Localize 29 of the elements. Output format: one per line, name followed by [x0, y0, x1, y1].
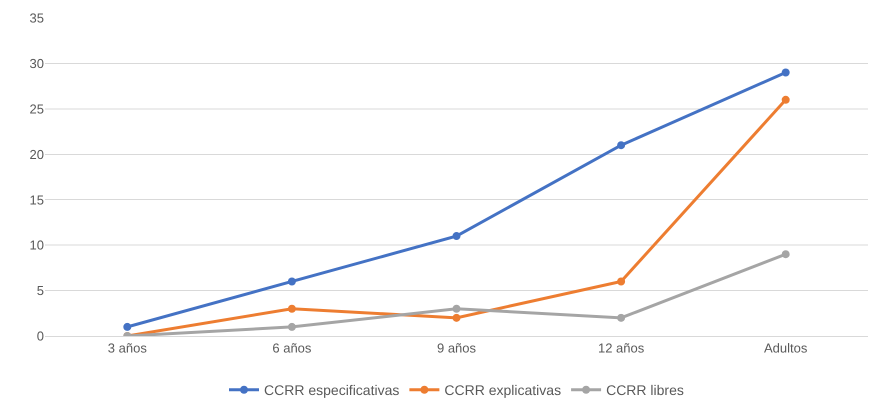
point: [617, 314, 626, 322]
point: [288, 277, 296, 286]
y-tick-label: 15: [30, 192, 44, 208]
point: [452, 314, 460, 322]
y-tick-label: 20: [30, 146, 44, 162]
x-tick-label: Adultos: [764, 340, 808, 356]
y-tick-label: 30: [30, 56, 44, 71]
x-tick-label: 6 años: [272, 340, 312, 356]
x-tick-label: 9 años: [436, 340, 477, 356]
point: [782, 68, 790, 77]
point: [617, 141, 626, 150]
point: [452, 232, 460, 240]
legend-label: CCRR especificativas: [264, 382, 400, 398]
point: [782, 96, 790, 104]
point: [288, 322, 296, 331]
point: [452, 304, 460, 313]
y-tick-label: 35: [30, 10, 44, 26]
y-tick-label: 25: [30, 101, 44, 116]
point: [617, 277, 626, 286]
legend-label: CCRR explicativas: [444, 382, 562, 398]
point: [288, 304, 296, 313]
legend-label: CCRR libres: [606, 382, 684, 398]
y-tick-label: 10: [30, 238, 44, 253]
y-tick-label: 0: [36, 328, 44, 344]
x-tick-label: 3 años: [108, 340, 148, 356]
point: [782, 250, 790, 258]
y-tick-label: 5: [36, 283, 44, 298]
point: [123, 322, 132, 331]
x-tick-label: 12 años: [598, 340, 645, 356]
